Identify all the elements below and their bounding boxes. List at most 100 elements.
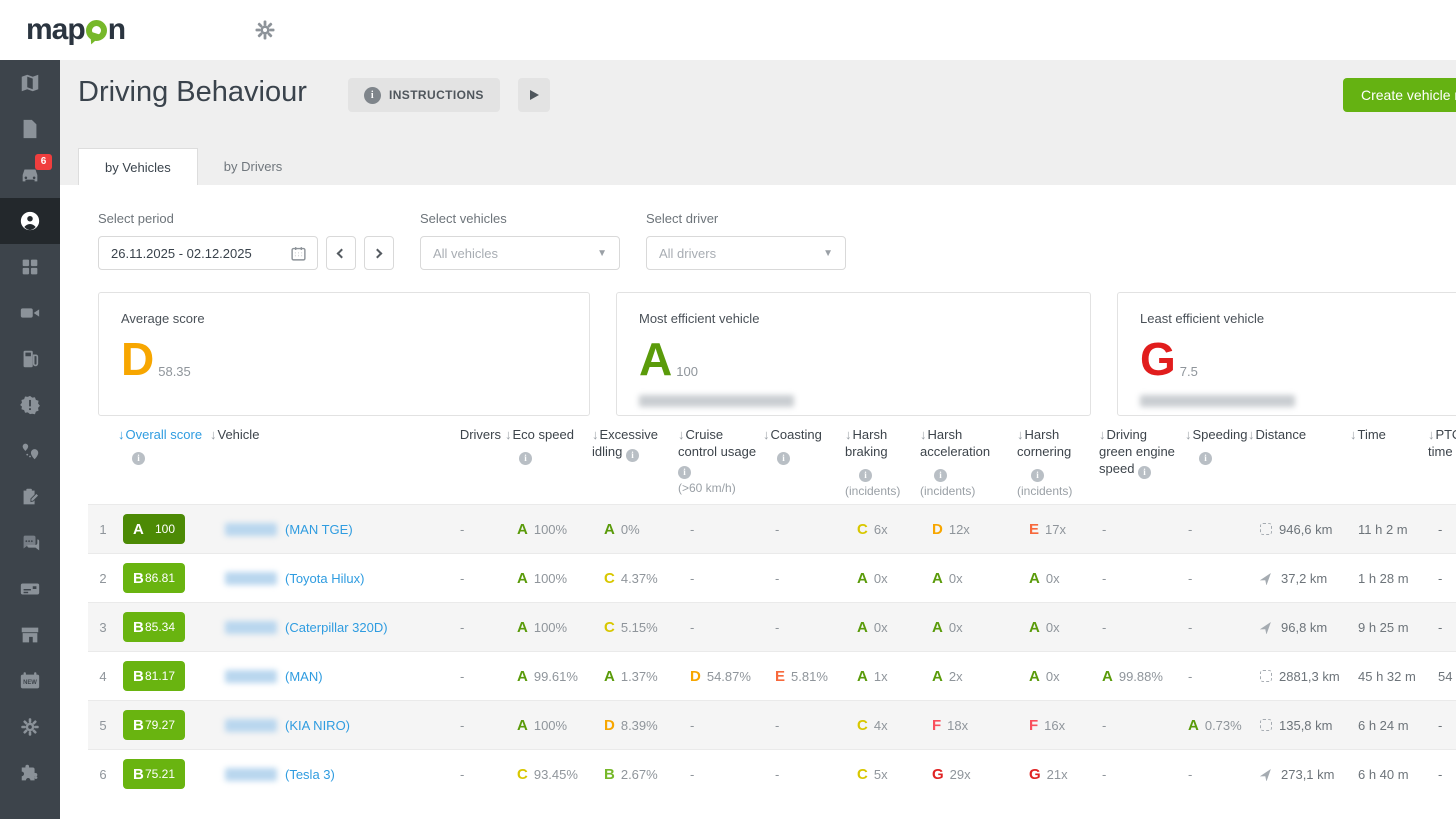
vehicles-select[interactable]: All vehicles ▼ — [420, 236, 620, 270]
cruise-control-cell: - — [690, 717, 695, 733]
sort-arrow-icon: ↓ — [118, 427, 125, 442]
score-badge: B 86.81 — [123, 563, 185, 593]
period-date-input[interactable]: 26.11.2025 - 02.12.2025 — [98, 236, 318, 270]
sidebar-item-fleet[interactable]: 6 — [0, 152, 60, 198]
mapon-logo[interactable]: map n — [26, 13, 126, 47]
header-time[interactable]: ↓Time — [1350, 427, 1386, 442]
sort-arrow-icon: ↓ — [845, 427, 852, 442]
sort-arrow-icon: ↓ — [505, 427, 512, 442]
page-title: Driving Behaviour — [78, 76, 307, 108]
main-content: Driving Behaviour i INSTRUCTIONS Create v… — [60, 60, 1456, 819]
alert-seal-icon — [20, 395, 40, 415]
info-icon[interactable] — [1138, 466, 1152, 479]
header-cruise-control[interactable]: ↓Cruise control usage (>60 km/h) — [678, 426, 763, 497]
tachograph-card-icon — [20, 583, 40, 595]
card-grade-value: 7.5 — [1179, 364, 1198, 380]
time-cell: 45 h 32 m — [1358, 668, 1416, 684]
table-header-row: ↓Overall score ↓Vehicle Drivers ↓Eco spe… — [88, 416, 1456, 504]
sidebar-item-map[interactable] — [0, 60, 60, 106]
distance-cell: 37,2 km — [1248, 571, 1350, 586]
tab-by-vehicles[interactable]: by Vehicles — [78, 148, 198, 185]
sidebar-item-settings[interactable] — [0, 704, 60, 750]
excessive-idling-cell: A 1.37% — [604, 667, 658, 685]
score-grade-letter: B — [133, 667, 144, 685]
driving-green-cell: - — [1102, 766, 1107, 782]
previous-period-button[interactable] — [326, 236, 356, 270]
table-row[interactable]: 1 A 100 (MAN TGE) - A 100% A 0% - - C 6x D 12… — [88, 504, 1456, 553]
next-period-button[interactable] — [364, 236, 394, 270]
header-eco-speed[interactable]: ↓Eco speed — [505, 426, 592, 465]
time-cell: 6 h 40 m — [1358, 766, 1409, 782]
score-value: 86.81 — [144, 571, 175, 585]
speeding-cell: A 0.73% — [1188, 716, 1242, 734]
table-row[interactable]: 5 B 79.27 (KIA NIRO) - A 100% D 8.39% - - C… — [88, 700, 1456, 749]
play-video-button[interactable] — [518, 78, 550, 112]
header-speeding[interactable]: ↓Speeding — [1185, 426, 1248, 465]
vehicle-model-link[interactable]: (MAN TGE) — [285, 521, 353, 537]
info-icon[interactable] — [934, 469, 947, 482]
info-icon[interactable] — [859, 469, 872, 482]
sidebar-item-apps[interactable] — [0, 244, 60, 290]
info-icon[interactable] — [132, 452, 145, 465]
create-vehicle-report-button[interactable]: Create vehicle report — [1343, 78, 1456, 112]
header-harsh-braking[interactable]: ↓Harsh braking(incidents) — [845, 426, 920, 500]
vehicle-model-link[interactable]: (Tesla 3) — [285, 766, 335, 782]
score-grade-letter: B — [133, 765, 144, 783]
instructions-button[interactable]: i INSTRUCTIONS — [348, 78, 500, 112]
distance-value: 96,8 km — [1281, 619, 1328, 635]
sidebar-item-alerts[interactable] — [0, 382, 60, 428]
score-value: 100 — [154, 522, 175, 536]
header-harsh-acceleration[interactable]: ↓Harsh acceleration(incidents) — [920, 426, 1017, 500]
table-row[interactable]: 4 B 81.17 (MAN) - A 99.61% A 1.37% D 54.87% … — [88, 651, 1456, 700]
drivers-cell: - — [460, 521, 465, 537]
header-drivers[interactable]: Drivers — [459, 427, 501, 442]
info-icon[interactable] — [1199, 452, 1212, 465]
info-icon[interactable] — [1031, 469, 1044, 482]
header-pto-time[interactable]: ↓PTO time — [1428, 427, 1456, 459]
sidebar-item-routes[interactable] — [0, 428, 60, 474]
sidebar-item-camera[interactable] — [0, 290, 60, 336]
sidebar-item-store[interactable] — [0, 612, 60, 658]
speeding-cell: - — [1188, 668, 1193, 684]
vehicle-model-link[interactable]: (Toyota Hilux) — [285, 570, 365, 586]
table-row[interactable]: 3 B 85.34 (Caterpillar 320D) - A 100% C 5.1… — [88, 602, 1456, 651]
sidebar-item-addons[interactable] — [0, 750, 60, 796]
vehicle-model-link[interactable]: (MAN) — [285, 668, 323, 684]
can-odometer-icon — [1260, 670, 1272, 682]
header-distance[interactable]: ↓Distance — [1248, 427, 1307, 442]
table-row[interactable]: 2 B 86.81 (Toyota Hilux) - A 100% C 4.37% -… — [88, 553, 1456, 602]
info-icon[interactable] — [678, 466, 691, 479]
sidebar-item-fuel[interactable] — [0, 336, 60, 382]
vehicle-model-link[interactable]: (Caterpillar 320D) — [285, 619, 388, 635]
driver-select[interactable]: All drivers ▼ — [646, 236, 846, 270]
cruise-control-cell: - — [690, 521, 695, 537]
header-vehicle[interactable]: ↓Vehicle — [210, 427, 260, 442]
harsh-braking-cell: A 0x — [857, 569, 888, 587]
driving-green-cell: A 99.88% — [1102, 667, 1163, 685]
table-row[interactable]: 6 B 75.21 (Tesla 3) - C 93.45% B 2.67% - - … — [88, 749, 1456, 798]
gear-icon[interactable] — [253, 18, 277, 42]
cruise-control-cell: - — [690, 766, 695, 782]
harsh-acceleration-cell: A 2x — [932, 667, 963, 685]
header-driving-green[interactable]: ↓Driving green engine speed — [1099, 426, 1185, 479]
sidebar-item-chat[interactable] — [0, 520, 60, 566]
header-harsh-cornering[interactable]: ↓Harsh cornering(incidents) — [1017, 426, 1099, 500]
sidebar-item-documents[interactable] — [0, 106, 60, 152]
coasting-cell: - — [775, 717, 780, 733]
info-icon[interactable] — [519, 452, 532, 465]
sidebar-item-calendar-new[interactable]: NEW — [0, 658, 60, 704]
distance-cell: 135,8 km — [1248, 718, 1350, 733]
info-icon[interactable] — [625, 449, 639, 462]
header-excessive-idling[interactable]: ↓Excessive idling — [592, 426, 678, 462]
sidebar-item-drivers[interactable] — [0, 198, 60, 244]
tab-by-drivers[interactable]: by Drivers — [223, 159, 283, 174]
header-coasting[interactable]: ↓Coasting — [763, 426, 845, 465]
info-icon[interactable] — [777, 452, 790, 465]
fleet-notification-badge: 6 — [35, 154, 52, 170]
header-overall-score[interactable]: ↓Overall score — [118, 426, 210, 465]
pto-cell: - — [1438, 619, 1443, 635]
distance-cell: 273,1 km — [1248, 767, 1350, 782]
vehicle-model-link[interactable]: (KIA NIRO) — [285, 717, 351, 733]
sidebar-item-tachograph[interactable] — [0, 566, 60, 612]
sidebar-item-tasks[interactable] — [0, 474, 60, 520]
